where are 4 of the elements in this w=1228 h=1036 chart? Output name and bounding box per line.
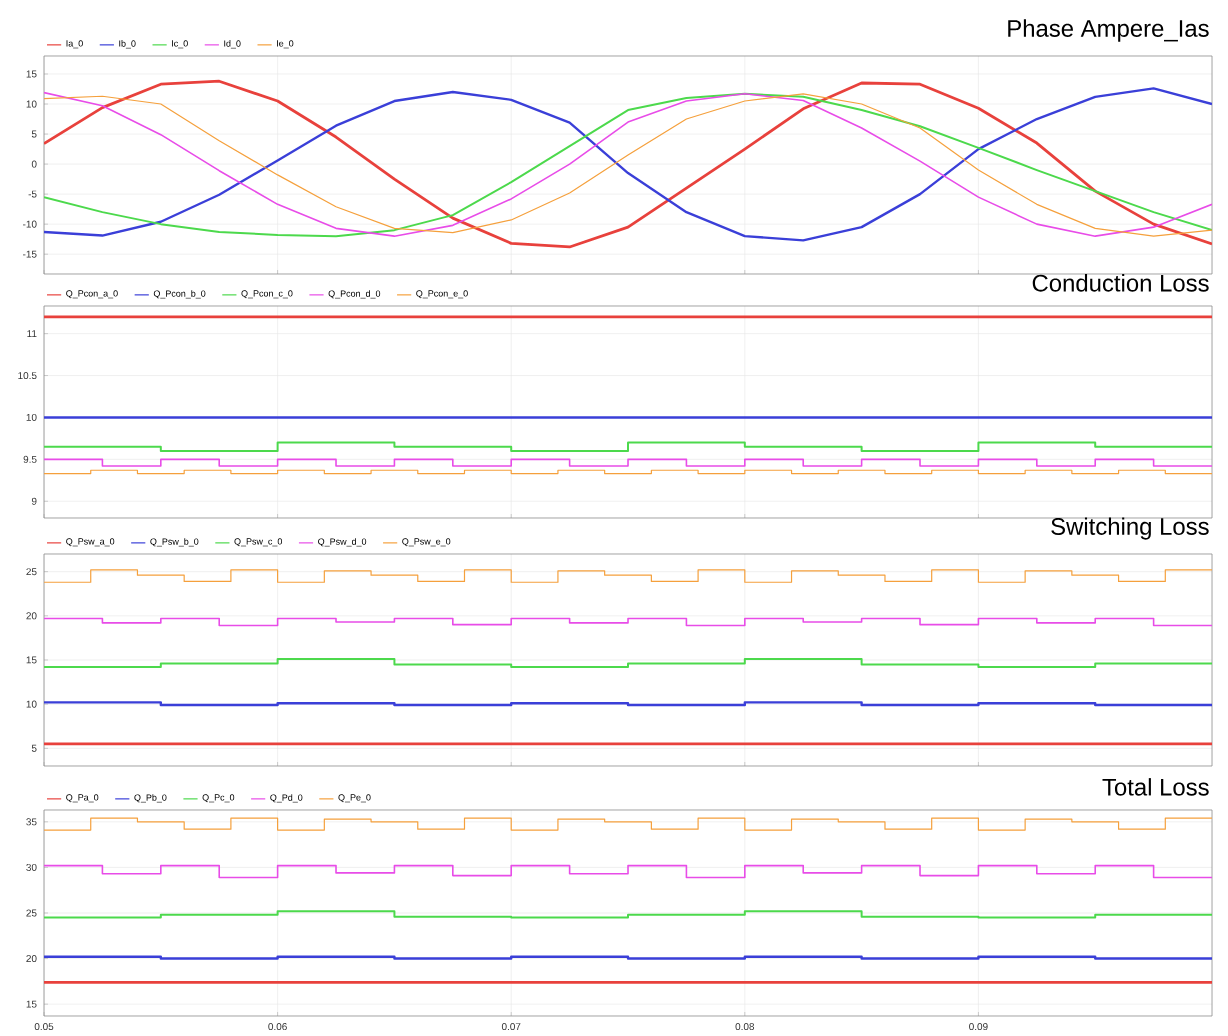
chart-title: Switching Loss: [1051, 517, 1209, 540]
chart-title: Conduction Loss: [1032, 274, 1209, 292]
chart-title: Total Loss: [1102, 778, 1209, 796]
chart-title: Phase Ampere_Ias: [1008, 19, 1209, 42]
